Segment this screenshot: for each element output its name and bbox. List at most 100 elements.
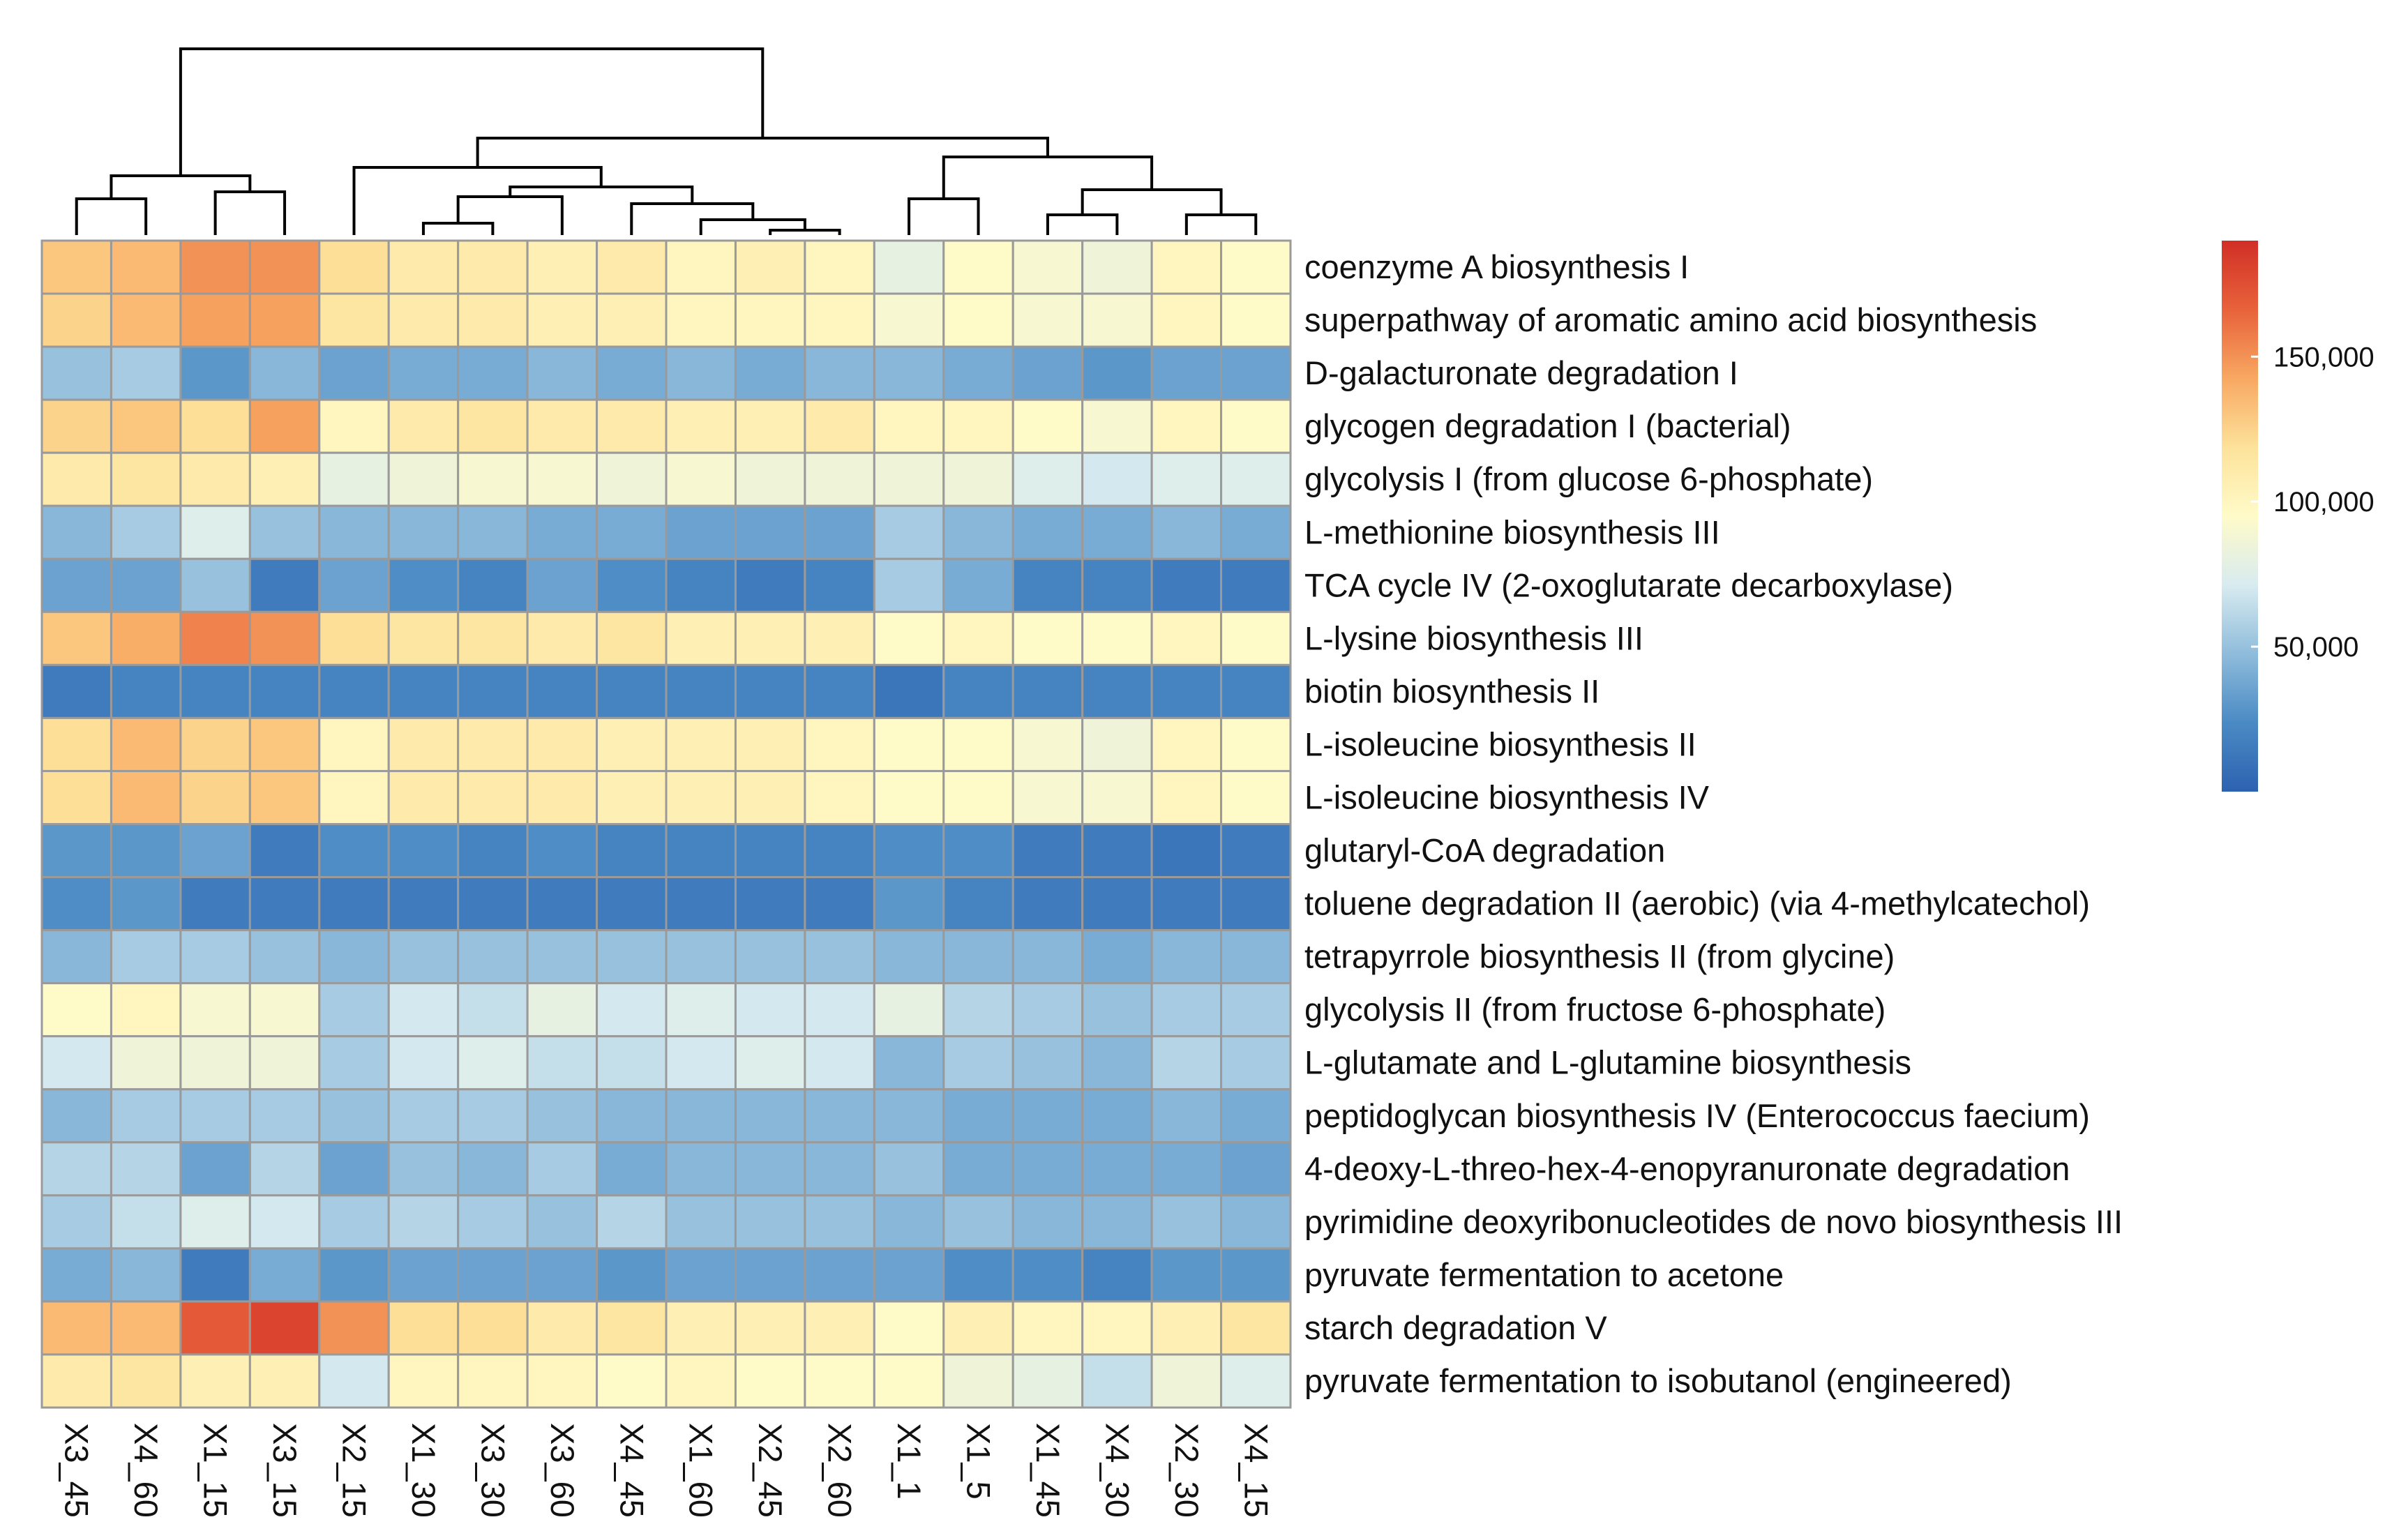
heatmap-cell xyxy=(665,398,737,454)
heatmap-cell xyxy=(318,1247,390,1303)
heatmap-cell xyxy=(248,557,321,613)
heatmap-cell xyxy=(248,1353,321,1409)
heatmap-cell xyxy=(110,239,182,295)
row-label: L-methionine biosynthesis III xyxy=(1304,513,1720,550)
heatmap-cell xyxy=(40,451,112,507)
heatmap-cell xyxy=(804,982,875,1038)
heatmap-cell xyxy=(526,663,599,719)
heatmap-cell xyxy=(1081,610,1153,666)
heatmap-cell xyxy=(40,1141,112,1197)
heatmap-cell xyxy=(526,982,599,1038)
heatmap-cell xyxy=(734,504,806,560)
column-label: X1_5 xyxy=(961,1423,998,1500)
heatmap-cell xyxy=(179,1035,251,1091)
row-label: L-lysine biosynthesis III xyxy=(1304,619,1643,656)
heatmap-cell xyxy=(110,1194,182,1250)
heatmap-cell xyxy=(734,557,806,613)
heatmap-cell xyxy=(248,451,321,507)
heatmap-cell xyxy=(942,769,1014,826)
heatmap-cell xyxy=(596,982,668,1038)
heatmap-cell xyxy=(318,1194,390,1250)
column-label: X3_60 xyxy=(544,1423,581,1518)
heatmap-cell xyxy=(942,929,1014,985)
heatmap-cell xyxy=(110,982,182,1038)
heatmap-cell xyxy=(179,345,251,401)
heatmap-cell xyxy=(110,1247,182,1303)
heatmap-cell xyxy=(457,292,529,348)
heatmap-cell xyxy=(942,1300,1014,1356)
heatmap-cell xyxy=(318,1141,390,1197)
colorbar-legend: 150,000 100,000 50,000 xyxy=(2222,241,2375,792)
heatmap-cell xyxy=(1150,345,1223,401)
heatmap-cell xyxy=(1150,398,1223,454)
heatmap-cell xyxy=(387,929,460,985)
heatmap-cell xyxy=(526,239,599,295)
heatmap-cell xyxy=(526,1300,599,1356)
heatmap-cell xyxy=(942,239,1014,295)
heatmap-cell xyxy=(457,1088,529,1144)
heatmap-cell xyxy=(804,1353,875,1409)
heatmap-cell xyxy=(457,504,529,560)
heatmap-cell xyxy=(1150,1247,1223,1303)
row-label: 4-deoxy-L-threo-hex-4-enopyranuronate de… xyxy=(1304,1150,2070,1187)
heatmap-cell xyxy=(179,504,251,560)
dendrogram-branch xyxy=(421,222,495,235)
heatmap-cell xyxy=(734,823,806,879)
heatmap-cell xyxy=(665,929,737,985)
heatmap-cell xyxy=(734,610,806,666)
heatmap-cell xyxy=(457,929,529,985)
heatmap-cell xyxy=(1011,557,1084,613)
heatmap-cell xyxy=(179,716,251,772)
heatmap-cell xyxy=(873,504,945,560)
heatmap-cell xyxy=(179,398,251,454)
heatmap-cell xyxy=(457,716,529,772)
column-label: X1_1 xyxy=(891,1423,928,1500)
heatmap-cell xyxy=(873,769,945,826)
heatmap-cell xyxy=(318,823,390,879)
column-label: X2_45 xyxy=(752,1423,789,1518)
heatmap-cell xyxy=(734,929,806,985)
heatmap-cell xyxy=(318,929,390,985)
heatmap-cell xyxy=(1220,557,1292,613)
heatmap-cell xyxy=(387,239,460,295)
heatmap-cell xyxy=(665,1088,737,1144)
heatmap-cell xyxy=(1150,769,1223,826)
row-label: toluene degradation II (aerobic) (via 4-… xyxy=(1304,885,2090,922)
heatmap-cell xyxy=(873,557,945,613)
heatmap-cell xyxy=(457,1300,529,1356)
heatmap-cell xyxy=(1081,1247,1153,1303)
heatmap-cell xyxy=(526,1247,599,1303)
heatmap-cell xyxy=(40,398,112,454)
heatmap-cell xyxy=(526,769,599,826)
heatmap-cell xyxy=(526,929,599,985)
colorbar-tick-label: 150,000 xyxy=(2273,342,2375,372)
heatmap-cell xyxy=(387,292,460,348)
heatmap-cell xyxy=(1011,769,1084,826)
heatmap-cell xyxy=(110,823,182,879)
dendrogram-branch xyxy=(110,174,252,199)
heatmap-cell xyxy=(665,557,737,613)
heatmap-cell xyxy=(1150,982,1223,1038)
heatmap-cell xyxy=(1220,876,1292,932)
heatmap-cell xyxy=(1220,1141,1292,1197)
heatmap-cell xyxy=(1011,1088,1084,1144)
heatmap-cell xyxy=(1220,982,1292,1038)
column-label: X4_15 xyxy=(1237,1423,1274,1518)
heatmap-cell xyxy=(1011,504,1084,560)
heatmap-cell xyxy=(1011,345,1084,401)
heatmap-cell xyxy=(318,292,390,348)
heatmap-cell xyxy=(665,504,737,560)
heatmap-cell xyxy=(248,1141,321,1197)
heatmap-cell xyxy=(1011,1353,1084,1409)
heatmap-cell xyxy=(1081,239,1153,295)
column-label: X4_60 xyxy=(128,1423,165,1518)
heatmap-cell xyxy=(110,345,182,401)
heatmap-cell xyxy=(942,1353,1014,1409)
heatmap-cell xyxy=(873,239,945,295)
heatmap-cell xyxy=(734,1088,806,1144)
heatmap-cell xyxy=(1220,769,1292,826)
heatmap-cell xyxy=(596,929,668,985)
heatmap-cell xyxy=(1220,398,1292,454)
heatmap-cell xyxy=(40,823,112,879)
heatmap-cell xyxy=(1011,610,1084,666)
